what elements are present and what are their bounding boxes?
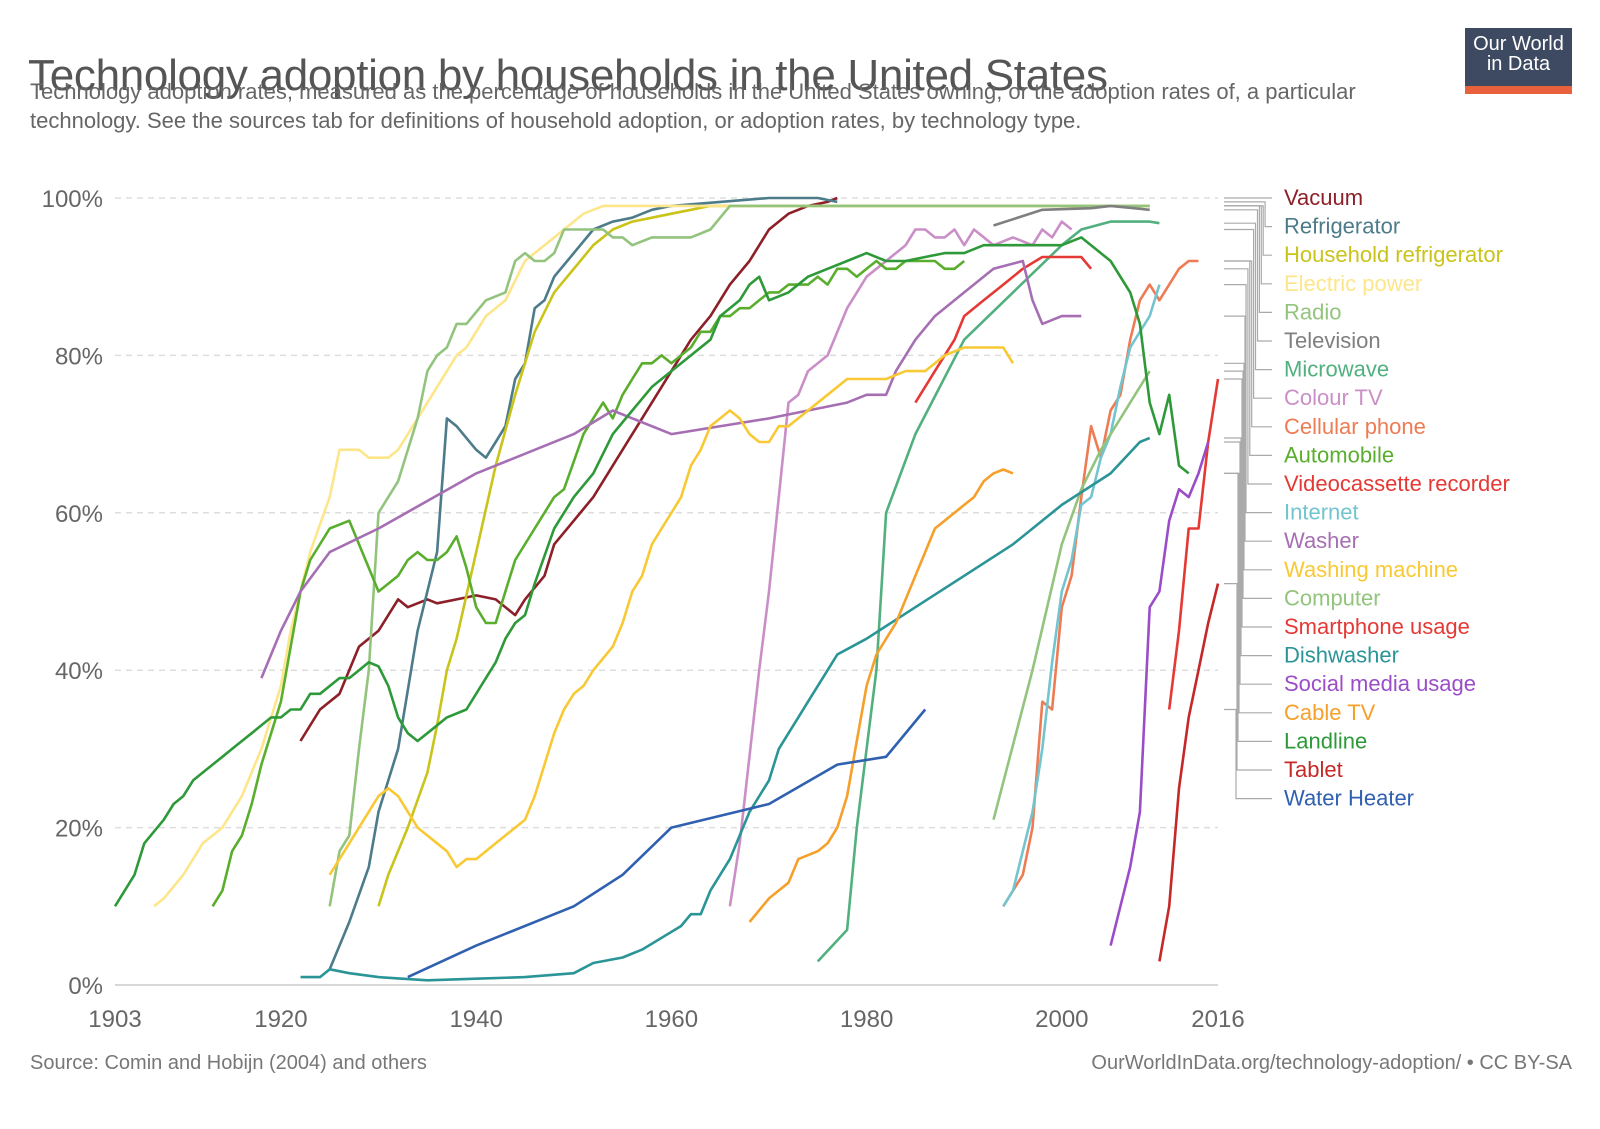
chart-subtitle: Technology adoption rates, measured as t…	[30, 79, 1356, 133]
legend-connector	[1224, 222, 1272, 371]
legend-item[interactable]: Dishwasher	[1284, 643, 1399, 668]
legend-connector	[1224, 205, 1272, 313]
legend-item[interactable]: Smartphone usage	[1284, 614, 1470, 639]
y-tick-label: 80%	[55, 343, 103, 370]
license-link[interactable]: OurWorldInData.org/technology-adoption/ …	[1091, 1052, 1572, 1074]
y-tick-label: 20%	[55, 816, 103, 843]
series-line-dishwasher[interactable]	[300, 436, 1151, 982]
series-line-microwave[interactable]	[816, 220, 1160, 963]
x-tick-label: 2016	[1191, 1006, 1244, 1033]
legend-item[interactable]: Automobile	[1284, 442, 1394, 467]
legend-connector	[1224, 437, 1272, 657]
legend-item[interactable]: Cable TV	[1284, 700, 1376, 725]
legend-item[interactable]: Water Heater	[1284, 786, 1414, 811]
logo-line-1: Our World	[1473, 33, 1564, 55]
legend-connector	[1224, 209, 1272, 342]
series-line-television[interactable]	[993, 204, 1150, 227]
legend-connector	[1224, 268, 1272, 485]
legend-connector	[1224, 228, 1272, 399]
legend-item[interactable]: Television	[1284, 328, 1381, 353]
legend-item[interactable]: Washing machine	[1284, 557, 1458, 582]
legend-item[interactable]: Microwave	[1284, 357, 1389, 382]
y-tick-label: 40%	[55, 658, 103, 685]
x-tick-label: 1920	[254, 1006, 307, 1033]
series-line-tablet[interactable]	[1158, 583, 1220, 962]
legend-connector	[1224, 472, 1272, 714]
legend-item[interactable]: Cellular phone	[1284, 414, 1426, 439]
series-line-automobile[interactable]	[211, 259, 966, 907]
logo-accent-bar	[1465, 86, 1572, 94]
series-line-refrigerator[interactable]	[328, 196, 838, 970]
legend-item[interactable]: Videocassette recorder	[1284, 471, 1510, 496]
y-axis: 0% 20% 40% 60% 80% 100%	[42, 186, 103, 1000]
source-note: Source: Comin and Hobijn (2004) and othe…	[30, 1052, 427, 1074]
series-line-washer[interactable]	[260, 259, 1082, 679]
y-tick-label: 0%	[68, 973, 103, 1000]
legend-connector	[1224, 201, 1272, 228]
series-line-cellular-phone[interactable]	[1002, 259, 1199, 907]
series-line-landline[interactable]	[113, 236, 1190, 907]
legend-connector	[1224, 260, 1272, 456]
x-axis: 1903 1920 1940 1960 1980 2000 2016	[88, 1006, 1244, 1033]
series-line-internet[interactable]	[1002, 284, 1161, 907]
legend-item[interactable]: Vacuum	[1284, 185, 1363, 210]
legend-item[interactable]: Internet	[1284, 500, 1359, 525]
logo-line-2: in Data	[1486, 53, 1551, 75]
y-tick-label: 60%	[55, 501, 103, 528]
legend-item[interactable]: Landline	[1284, 728, 1367, 753]
owid-logo[interactable]: Our World in Data	[1465, 28, 1572, 94]
legend-connector	[1224, 441, 1272, 685]
x-tick-label: 1903	[88, 1006, 141, 1033]
x-tick-label: 1940	[449, 1006, 502, 1033]
legend-item[interactable]: Computer	[1284, 585, 1381, 610]
legend-item[interactable]: Washer	[1284, 528, 1359, 553]
legend-connector	[1224, 472, 1272, 742]
x-tick-label: 2000	[1035, 1006, 1088, 1033]
series-line-videocassette-recorder[interactable]	[914, 255, 1093, 404]
legend-connectors	[1224, 197, 1272, 800]
chart-title: Technology adoption by households in the…	[28, 51, 1108, 101]
gridlines	[115, 197, 1218, 986]
series-line-computer[interactable]	[992, 370, 1151, 821]
legend-item[interactable]: Household refrigerator	[1284, 242, 1503, 267]
series-line-washing-machine[interactable]	[328, 346, 1015, 876]
legend-connector	[1224, 378, 1272, 628]
legend-connector	[1224, 362, 1272, 571]
x-tick-label: 1960	[645, 1006, 698, 1033]
series-line-smartphone-usage[interactable]	[1167, 378, 1220, 710]
legend-connector	[1224, 370, 1272, 599]
legend-item[interactable]: Colour TV	[1284, 385, 1383, 410]
series-line-water-heater[interactable]	[407, 708, 927, 979]
series-line-colour-tv[interactable]	[728, 220, 1073, 907]
legend-item[interactable]: Radio	[1284, 299, 1341, 324]
legend-connector	[1224, 583, 1272, 771]
legend-connector	[1224, 708, 1272, 800]
legend: Vacuum Refrigerator Household refrigerator…	[1284, 185, 1510, 811]
series-line-electric-power[interactable]	[153, 204, 1150, 908]
legend-item[interactable]: Social media usage	[1284, 671, 1476, 696]
legend-connector	[1224, 315, 1272, 542]
series-lines	[113, 196, 1220, 982]
series-line-cable-tv[interactable]	[748, 468, 1014, 923]
legend-item[interactable]: Refrigerator	[1284, 214, 1400, 239]
series-line-vacuum[interactable]	[299, 196, 838, 742]
series-line-social-media-usage[interactable]	[1109, 441, 1210, 946]
legend-item[interactable]: Electric power	[1284, 271, 1422, 296]
legend-item[interactable]: Tablet	[1284, 757, 1343, 782]
x-tick-label: 1980	[840, 1006, 893, 1033]
legend-connector	[1224, 284, 1272, 514]
y-tick-label: 100%	[42, 186, 103, 213]
series-line-radio[interactable]	[328, 204, 1150, 907]
